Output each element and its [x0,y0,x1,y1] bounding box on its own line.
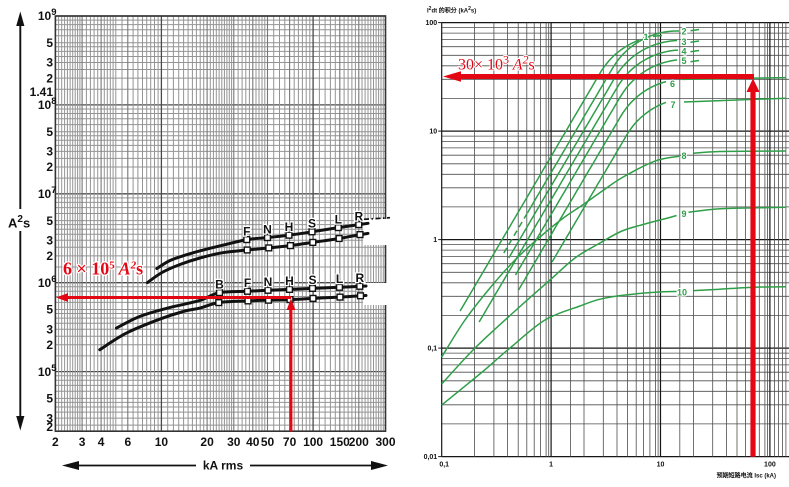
svg-text:6: 6 [670,79,675,89]
svg-text:1.41: 1.41 [30,85,54,99]
svg-text:3: 3 [79,435,86,449]
svg-text:2: 2 [52,435,59,449]
svg-text:预期短路电流 Isc (kA): 预期短路电流 Isc (kA) [717,472,776,480]
svg-text:100: 100 [764,462,776,469]
svg-text:200: 200 [349,435,369,449]
svg-text:3: 3 [46,322,53,336]
svg-text:50: 50 [261,435,275,449]
svg-text:2: 2 [46,160,53,174]
svg-text:150: 150 [330,435,350,449]
svg-text:3: 3 [681,37,686,47]
svg-text:4: 4 [98,435,105,449]
svg-text:5: 5 [681,56,686,66]
svg-text:300: 300 [375,435,395,449]
svg-text:10: 10 [155,435,169,449]
svg-text:2: 2 [681,27,686,37]
svg-text:0,1: 0,1 [439,462,449,469]
svg-text:10: 10 [677,288,687,298]
svg-text:10: 10 [657,462,665,469]
svg-text:30: 30 [227,435,241,449]
svg-text:I2dt 的积分 (kA2s): I2dt 的积分 (kA2s) [427,6,476,15]
svg-text:F: F [243,224,250,238]
svg-text:F: F [244,276,251,290]
svg-text:3: 3 [46,234,53,248]
svg-text:N: N [263,222,272,236]
svg-text:105: 105 [38,363,57,379]
svg-text:70: 70 [283,435,297,449]
svg-text:1: 1 [549,462,553,469]
svg-text:8: 8 [681,151,686,161]
svg-text:100: 100 [426,20,438,27]
svg-text:0,01: 0,01 [424,454,438,461]
svg-text:5: 5 [46,125,53,139]
svg-text:S: S [308,217,316,231]
svg-text:S: S [308,273,316,287]
svg-text:2: 2 [46,338,53,352]
svg-text:5: 5 [46,303,53,317]
svg-text:40: 40 [246,435,260,449]
svg-text:100: 100 [303,435,323,449]
svg-text:20: 20 [200,435,214,449]
svg-text:6: 6 [124,435,131,449]
svg-text:5: 5 [46,214,53,228]
svg-text:3: 3 [46,56,53,70]
svg-text:4: 4 [681,47,686,57]
svg-text:0,1: 0,1 [427,346,437,353]
svg-text:5: 5 [46,392,53,406]
svg-text:3: 3 [46,411,53,425]
svg-text:kA rms: kA rms [203,459,244,473]
svg-text:2: 2 [46,249,53,263]
svg-text:3: 3 [46,145,53,159]
svg-text:H: H [285,274,294,288]
svg-text:106: 106 [38,274,57,290]
svg-text:107: 107 [38,185,57,201]
svg-text:2: 2 [46,71,53,85]
svg-text:108: 108 [38,96,57,112]
svg-text:N: N [264,275,273,289]
svg-text:B: B [215,277,224,291]
svg-text:10: 10 [429,129,437,136]
svg-text:L: L [336,272,343,286]
svg-text:30× 103 A2s: 30× 103 A2s [458,53,535,74]
svg-text:1: 1 [643,32,648,42]
svg-text:A2s: A2s [8,214,30,231]
svg-text:R: R [354,209,363,223]
svg-text:7: 7 [670,100,675,110]
svg-text:L: L [335,212,342,226]
svg-text:5: 5 [46,36,53,50]
svg-text:R: R [355,271,364,285]
svg-text:H: H [285,220,294,234]
svg-text:9: 9 [681,209,686,219]
svg-text:2: 2 [46,420,53,434]
svg-text:109: 109 [38,7,57,23]
svg-text:6 × 105 A2s: 6 × 105 A2s [63,259,143,279]
svg-text:1: 1 [433,237,437,244]
